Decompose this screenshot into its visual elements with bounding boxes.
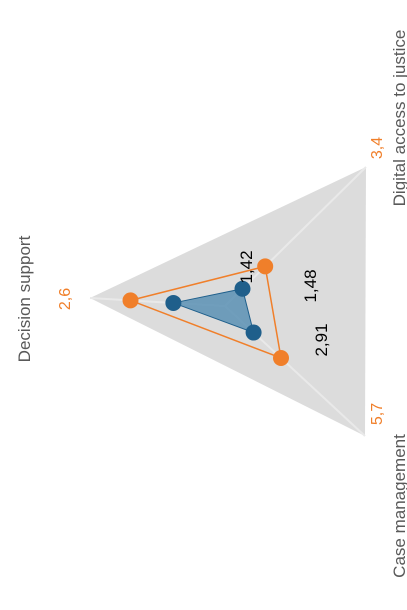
axis-label-2: Case management [390,434,407,578]
series-values-point-1 [234,280,251,297]
axis-label-0: Decision support [15,235,34,362]
series-max-point-2 [273,350,289,366]
axis-label-1: Digital access to justice [390,30,407,207]
radar-labels: 1,42 1,48 2,91 Decision support 2,6 Digital a… [15,30,407,578]
data-label-1: 1,48 [301,269,320,302]
radar-series [122,258,289,366]
axis-max-label-2: 5,7 [369,403,386,425]
data-label-2: 2,91 [312,323,331,356]
data-label-0: 1,42 [237,250,256,283]
series-values-area [171,288,255,334]
axis-max-label-0: 2,6 [57,288,74,310]
series-values-point-0 [165,294,182,311]
axis-spoke-1 [224,166,367,307]
axis-max-label-1: 3,4 [369,137,386,159]
series-values-point-2 [245,324,262,341]
series-max-point-1 [257,258,274,275]
series-max-point-0 [122,292,139,309]
series-max-outline [128,265,282,360]
